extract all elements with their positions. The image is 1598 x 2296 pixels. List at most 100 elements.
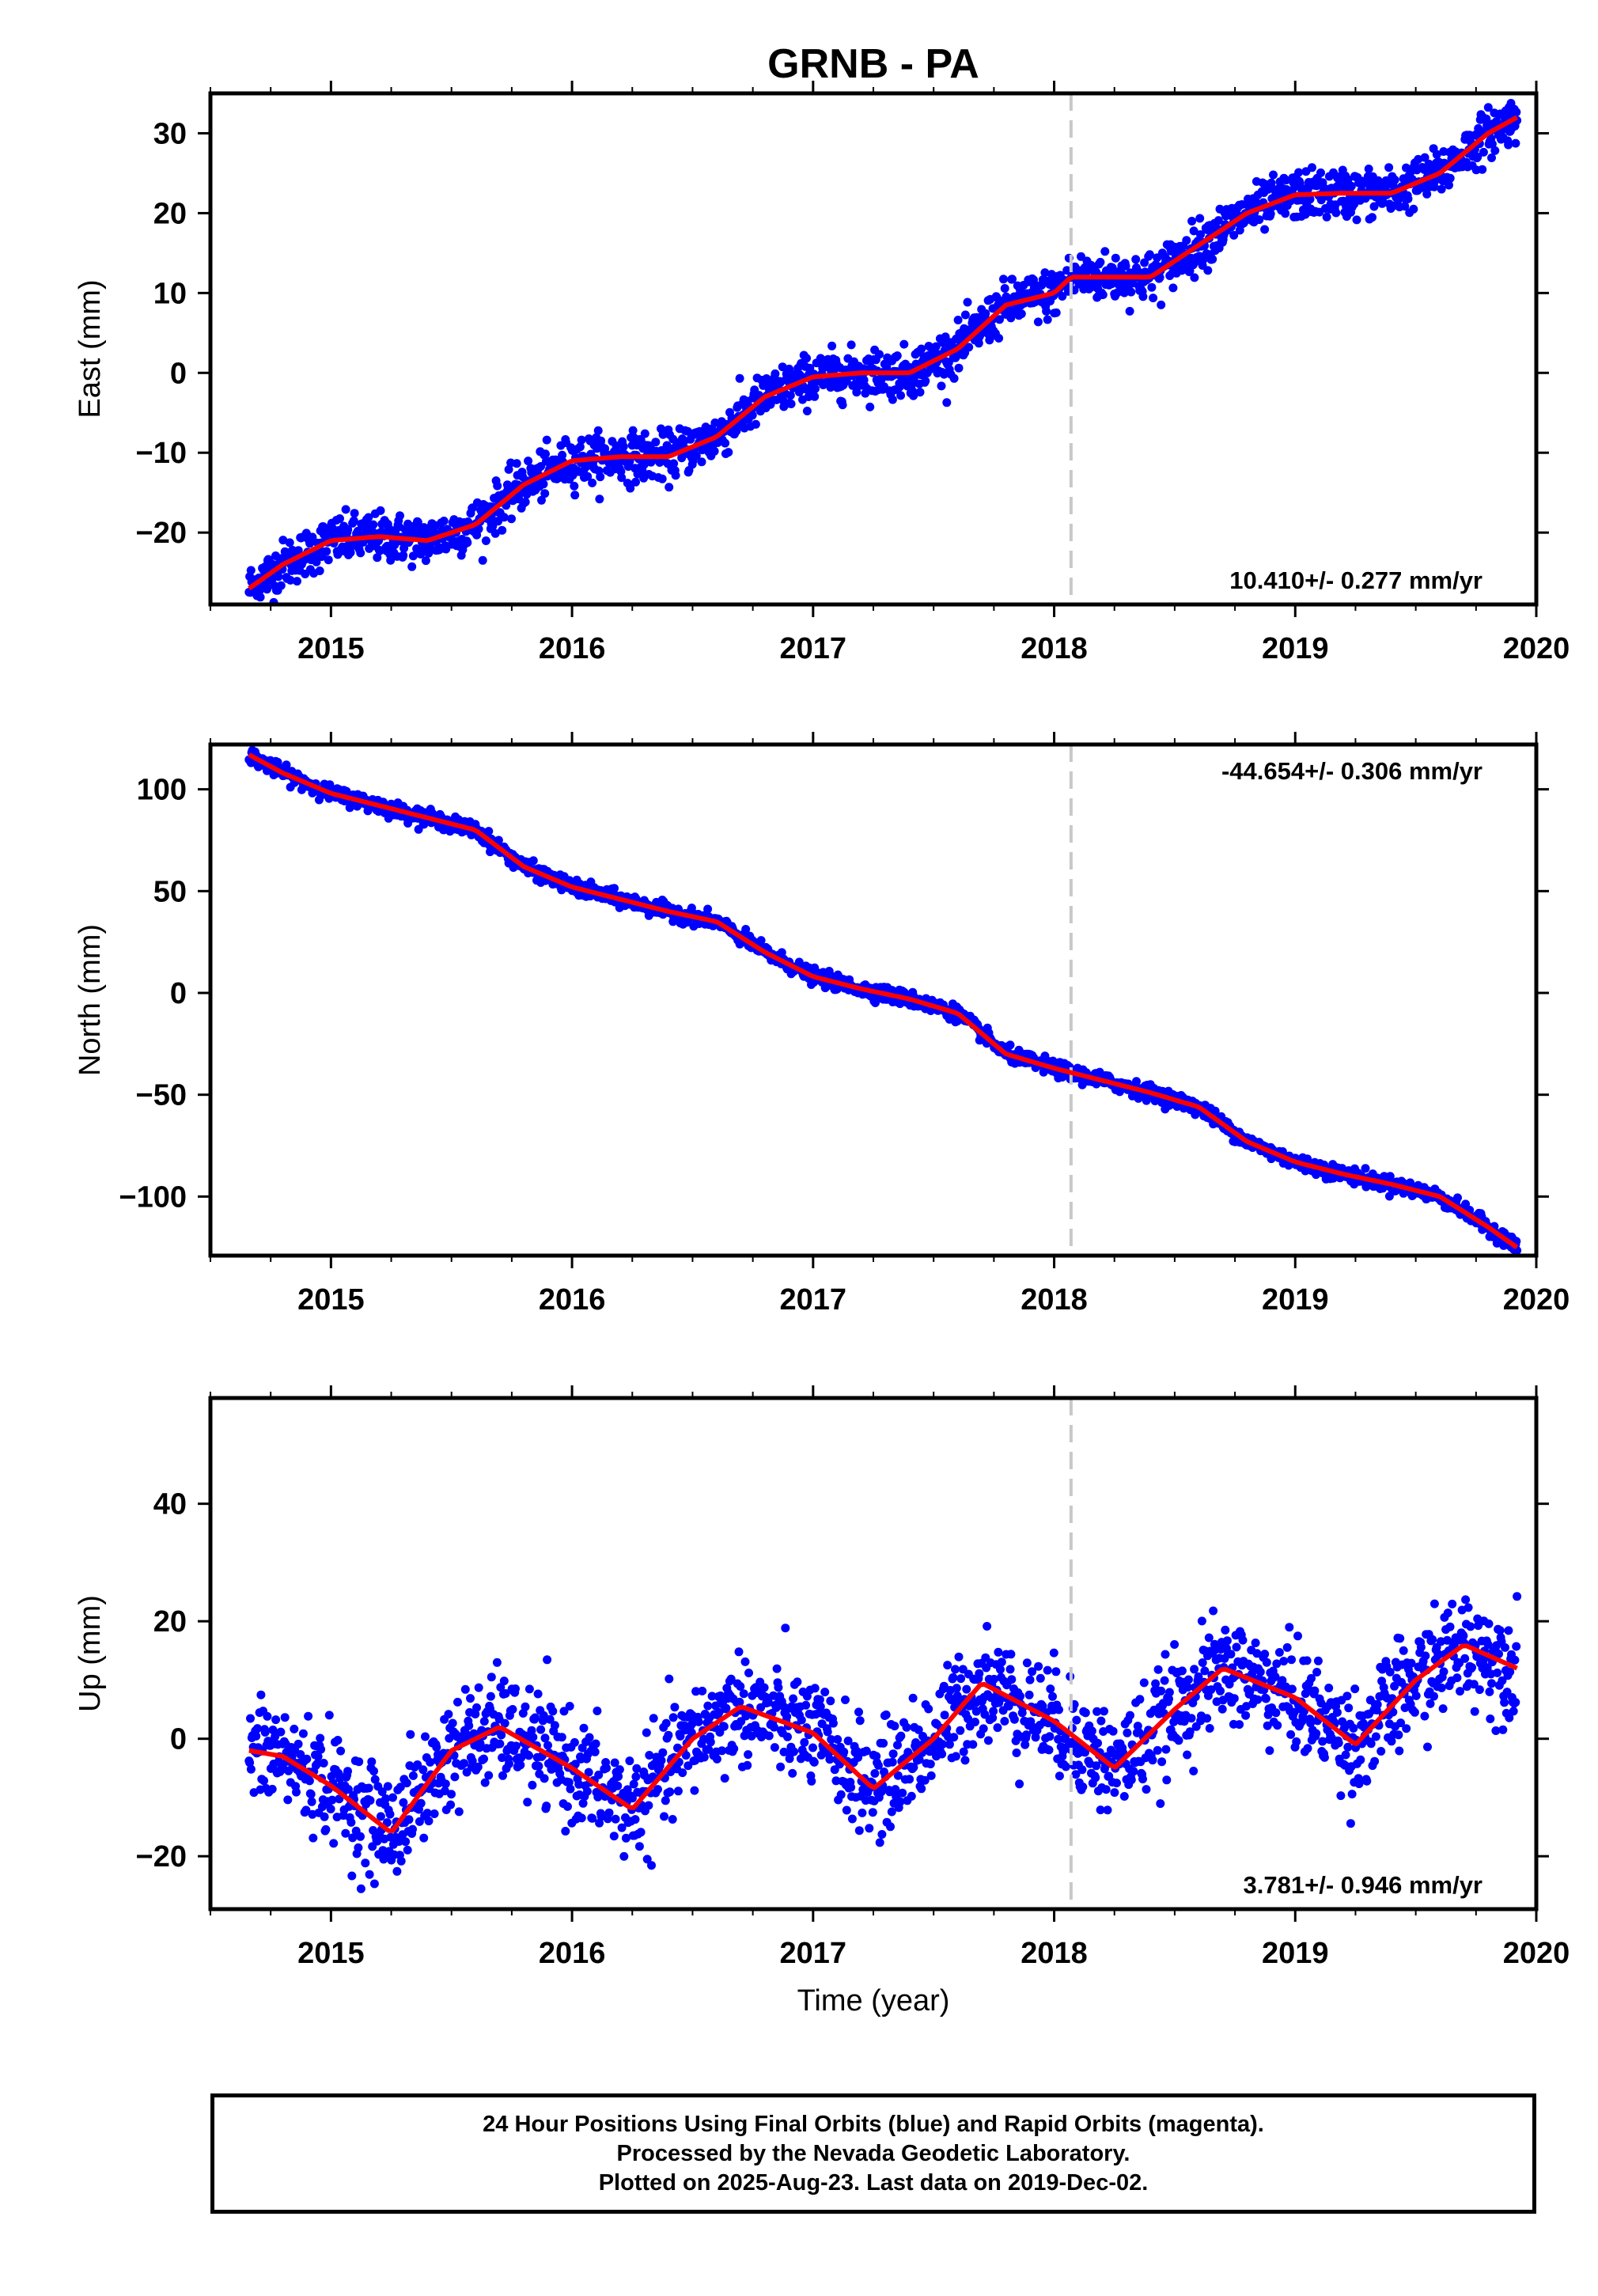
data-point xyxy=(917,344,926,354)
data-point xyxy=(1031,1733,1040,1742)
data-point xyxy=(1157,300,1166,309)
data-point xyxy=(421,556,430,566)
data-point xyxy=(743,1760,752,1770)
data-point xyxy=(1487,153,1496,162)
data-point xyxy=(1051,1667,1061,1677)
data-point xyxy=(756,936,766,945)
data-point xyxy=(684,1761,693,1771)
data-point xyxy=(497,1730,506,1740)
data-point xyxy=(1044,1745,1054,1755)
data-point xyxy=(256,1690,266,1699)
data-point xyxy=(712,1754,721,1764)
data-point xyxy=(1131,255,1141,264)
data-point xyxy=(662,441,672,450)
data-point xyxy=(952,1684,961,1693)
data-point xyxy=(260,1728,270,1737)
data-point xyxy=(499,513,509,522)
data-point xyxy=(1196,230,1205,239)
data-point xyxy=(565,1702,574,1711)
data-point xyxy=(1125,306,1134,316)
data-point xyxy=(460,1759,468,1768)
data-point xyxy=(1054,1734,1063,1744)
data-point xyxy=(259,1776,268,1786)
data-point xyxy=(315,566,324,575)
data-point xyxy=(602,1764,611,1773)
data-point xyxy=(951,1752,960,1761)
data-point xyxy=(341,505,350,514)
data-point xyxy=(954,1652,964,1661)
data-point xyxy=(353,526,362,536)
data-point xyxy=(1121,261,1130,271)
data-point xyxy=(999,275,1008,284)
data-point xyxy=(1145,250,1154,260)
data-point xyxy=(1111,253,1120,263)
data-point xyxy=(1445,180,1453,190)
data-point xyxy=(322,547,331,556)
data-point xyxy=(920,1775,930,1785)
data-point xyxy=(302,1754,312,1764)
data-point xyxy=(588,1813,597,1823)
data-point xyxy=(898,1788,907,1798)
data-point xyxy=(907,1791,916,1801)
data-point xyxy=(512,459,521,468)
data-point xyxy=(1022,1730,1031,1740)
data-point xyxy=(594,1770,604,1779)
data-point xyxy=(649,1714,658,1723)
data-point xyxy=(989,1707,998,1716)
data-point xyxy=(498,1771,507,1780)
data-point xyxy=(665,483,674,492)
data-point xyxy=(865,1824,874,1833)
data-point xyxy=(408,1771,418,1780)
data-point xyxy=(902,1722,911,1732)
data-point xyxy=(771,369,780,378)
data-point xyxy=(290,1724,299,1733)
data-point xyxy=(1005,1040,1015,1050)
data-point xyxy=(444,1710,453,1719)
data-point xyxy=(559,1707,569,1716)
data-point xyxy=(1015,1779,1024,1789)
data-point xyxy=(964,343,974,352)
y-tick-label: −10 xyxy=(136,437,187,470)
data-point xyxy=(1182,236,1191,245)
data-point xyxy=(316,1745,326,1754)
data-point xyxy=(550,1721,559,1730)
data-point xyxy=(399,551,408,560)
data-point xyxy=(419,1833,429,1843)
data-point xyxy=(619,1851,629,1861)
velocity-annotation: 10.410+/- 0.277 mm/yr xyxy=(1229,566,1483,594)
data-point xyxy=(626,483,635,493)
data-point xyxy=(825,1755,835,1764)
data-point xyxy=(807,1776,816,1786)
data-point xyxy=(335,514,344,523)
data-point xyxy=(801,1700,811,1710)
data-point xyxy=(698,1686,707,1695)
figure-title: GRNB - PA xyxy=(767,41,979,87)
data-point xyxy=(770,1743,779,1752)
data-point xyxy=(505,1759,513,1768)
data-point xyxy=(403,1845,412,1855)
y-tick-label: −100 xyxy=(119,1180,187,1214)
data-point xyxy=(781,1623,790,1633)
data-point xyxy=(478,555,487,565)
data-point xyxy=(660,1812,668,1821)
data-point xyxy=(1269,170,1278,180)
data-point xyxy=(881,1710,891,1719)
data-point xyxy=(402,1779,411,1788)
data-point xyxy=(865,402,875,411)
data-point xyxy=(697,457,706,467)
data-point xyxy=(886,1822,895,1832)
data-point xyxy=(528,856,538,866)
data-point xyxy=(816,1702,825,1711)
data-point xyxy=(1155,273,1164,282)
data-point xyxy=(735,373,744,383)
data-point xyxy=(490,529,500,538)
data-point xyxy=(877,1830,887,1839)
data-point xyxy=(373,553,382,563)
data-point xyxy=(564,1778,574,1787)
data-point xyxy=(246,1764,256,1774)
data-point xyxy=(445,1733,454,1743)
data-point xyxy=(1034,1661,1043,1671)
data-point xyxy=(636,1828,646,1837)
data-point xyxy=(596,472,605,482)
data-point xyxy=(377,1787,387,1797)
